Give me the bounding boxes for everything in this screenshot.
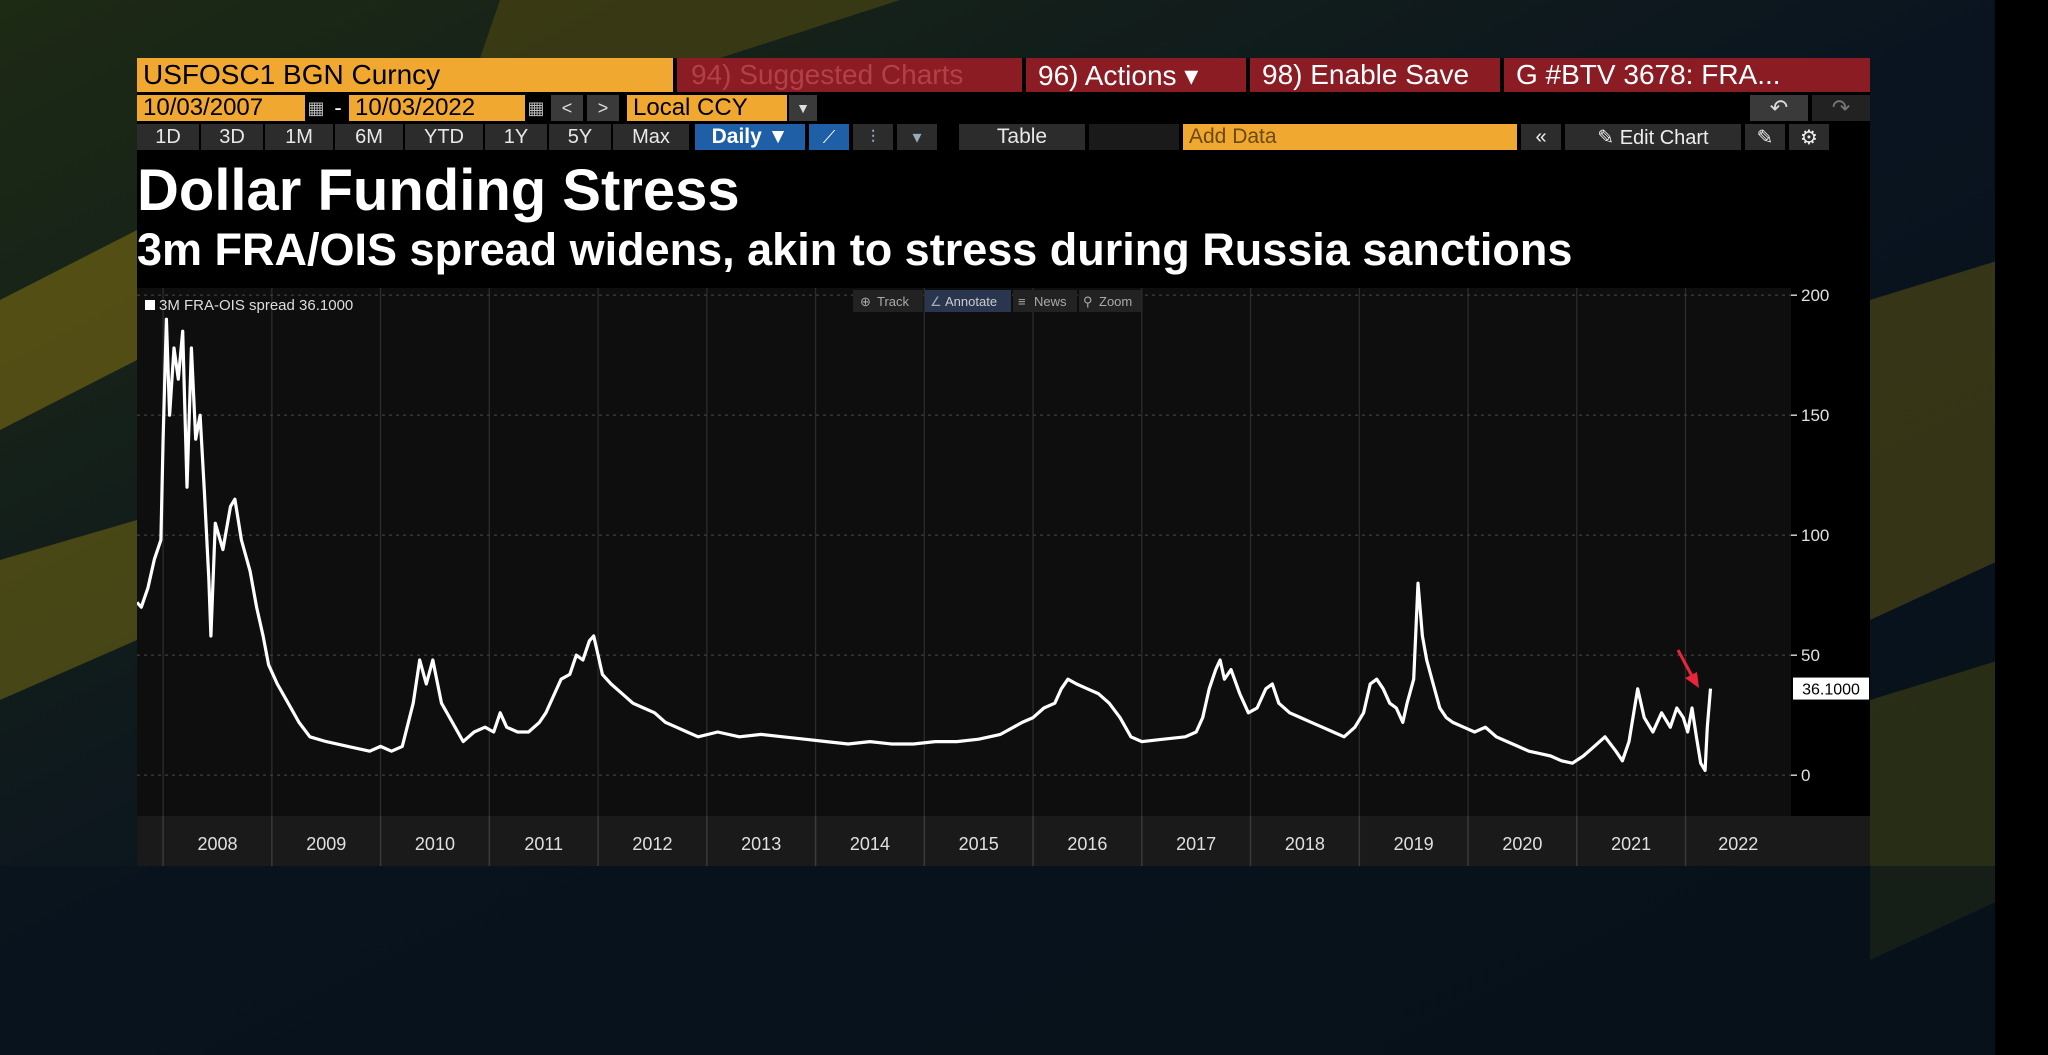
x-tick-label: 2021	[1611, 834, 1651, 854]
chart-title: Dollar Funding Stress	[137, 158, 740, 223]
y-tick-label: 50	[1801, 646, 1820, 665]
y-tick-label: 150	[1801, 406, 1829, 425]
undo-icon[interactable]: ↶	[1750, 95, 1808, 121]
date-range-bar: 10/03/2007 ▦ - 10/03/2022 ▦ < > Local CC…	[137, 95, 1870, 121]
y-axis-ticks: 0 50 100 150 200	[1791, 288, 1829, 785]
y-tick-label: 0	[1801, 766, 1810, 785]
zoom-tool-label: Zoom	[1099, 294, 1132, 309]
track-tool[interactable]	[853, 290, 923, 312]
y-tick-label: 100	[1801, 526, 1829, 545]
chart-toolbar: 1D 3D 1M 6M YTD 1Y 5Y Max Daily ▼ ⟋ ⫶ ▾ …	[137, 124, 1870, 150]
x-tick-label: 2009	[306, 834, 346, 854]
period-button[interactable]: 3D	[201, 124, 263, 150]
pencil-icon: ∠	[930, 294, 942, 309]
x-tick-label: 2010	[415, 834, 455, 854]
chart-tools: ⊕ Track ∠ Annotate ≡ News ⚲ Zoom	[853, 290, 1141, 312]
x-tick-label: 2008	[197, 834, 237, 854]
period-button[interactable]: 6M	[335, 124, 403, 150]
chevron-left-icon[interactable]: <	[551, 95, 583, 121]
calendar-icon[interactable]: ▦	[525, 95, 547, 121]
legend-swatch	[145, 300, 155, 310]
x-tick-label: 2020	[1502, 834, 1542, 854]
date-separator: -	[334, 95, 342, 120]
x-tick-label: 2012	[632, 834, 672, 854]
period-button[interactable]: 1M	[265, 124, 333, 150]
x-axis-ticks: 2008 2009 2010 2011 2012 2013 2014 2015 2016 2017…	[162, 816, 1758, 866]
legend-label: 3M FRA-OIS spread 36.1000	[159, 297, 353, 314]
chevron-down-icon[interactable]: ▾	[897, 124, 937, 150]
enable-save-button[interactable]: 98) Enable Save	[1250, 58, 1500, 92]
line-chart-icon[interactable]: ⟋	[809, 124, 849, 150]
period-button[interactable]: 1D	[137, 124, 199, 150]
zoom-tool[interactable]	[1079, 290, 1141, 312]
bloomberg-terminal-window: USFOSC1 BGN Curncy 94) Suggested Charts …	[137, 58, 1870, 866]
legend: 3M FRA-OIS spread 36.1000	[145, 297, 353, 314]
gear-icon[interactable]: ⚙	[1789, 124, 1829, 150]
chart-name-label[interactable]: G #BTV 3678: FRA...	[1504, 58, 1870, 92]
last-value-marker: 36.1000	[1793, 677, 1869, 700]
annotate-tool-label: Annotate	[945, 294, 997, 309]
ticker-field[interactable]: USFOSC1 BGN Curncy	[137, 58, 673, 92]
calendar-icon[interactable]: ▦	[305, 95, 327, 121]
actions-menu[interactable]: 96) Actions ▾	[1026, 58, 1246, 92]
currency-select[interactable]: Local CCY	[627, 95, 787, 121]
header-bar: USFOSC1 BGN Curncy 94) Suggested Charts …	[137, 58, 1870, 92]
news-tool-label: News	[1034, 294, 1067, 309]
period-button[interactable]: Max	[613, 124, 689, 150]
news-icon: ≡	[1018, 294, 1026, 309]
plot-area	[137, 288, 1791, 816]
chevron-right-icon[interactable]: >	[587, 95, 619, 121]
table-button[interactable]: Table	[959, 124, 1085, 150]
edit-chart-button[interactable]: ✎ Edit Chart	[1565, 124, 1741, 150]
toolbar-spacer	[1089, 124, 1179, 150]
annotation-arrow-shaft	[1676, 649, 1695, 679]
add-data-input[interactable]: Add Data	[1183, 124, 1517, 150]
annotate-tool[interactable]	[925, 290, 1011, 312]
double-chevron-left-icon[interactable]: «	[1521, 124, 1561, 150]
x-tick-label: 2013	[741, 834, 781, 854]
track-tool-label: Track	[877, 294, 910, 309]
news-tool[interactable]	[1013, 290, 1077, 312]
last-value-label: 36.1000	[1802, 682, 1860, 699]
zoom-icon: ⚲	[1083, 294, 1093, 309]
chart-subtitle: 3m FRA/OIS spread widens, akin to stress…	[137, 224, 1573, 275]
suggested-charts-menu[interactable]: 94) Suggested Charts	[677, 58, 1022, 92]
x-tick-label: 2022	[1718, 834, 1758, 854]
x-tick-label: 2015	[959, 834, 999, 854]
period-button[interactable]: 5Y	[549, 124, 611, 150]
x-tick-label: 2014	[850, 834, 890, 854]
x-axis-band	[137, 816, 1870, 866]
annotation-arrow-head	[1685, 672, 1699, 688]
annotation-arrow	[1676, 649, 1699, 688]
period-button[interactable]: 1Y	[485, 124, 547, 150]
bar-chart-icon[interactable]: ⫶	[853, 124, 893, 150]
y-tick-label: 200	[1801, 288, 1829, 305]
x-tick-label: 2018	[1285, 834, 1325, 854]
end-date-field[interactable]: 10/03/2022	[349, 95, 525, 121]
last-value-box	[1793, 677, 1869, 700]
period-button[interactable]: YTD	[405, 124, 483, 150]
frequency-select[interactable]: Daily ▼	[695, 124, 805, 150]
x-tick-label: 2017	[1176, 834, 1216, 854]
chevron-down-icon[interactable]: ▼	[789, 95, 817, 121]
series-line-3m-fra-ois	[137, 317, 1713, 772]
x-tick-label: 2016	[1067, 834, 1107, 854]
line-chart[interactable]: 2008 2009 2010 2011 2012 2013 2014 2015 2016 2017…	[137, 288, 1870, 866]
pencil-icon[interactable]: ✎	[1745, 124, 1785, 150]
start-date-field[interactable]: 10/03/2007	[137, 95, 305, 121]
redo-icon[interactable]: ↷	[1812, 95, 1870, 121]
x-tick-label: 2011	[524, 834, 563, 854]
track-icon: ⊕	[860, 294, 871, 309]
x-tick-label: 2019	[1394, 834, 1434, 854]
vertical-gridlines	[162, 288, 1687, 816]
